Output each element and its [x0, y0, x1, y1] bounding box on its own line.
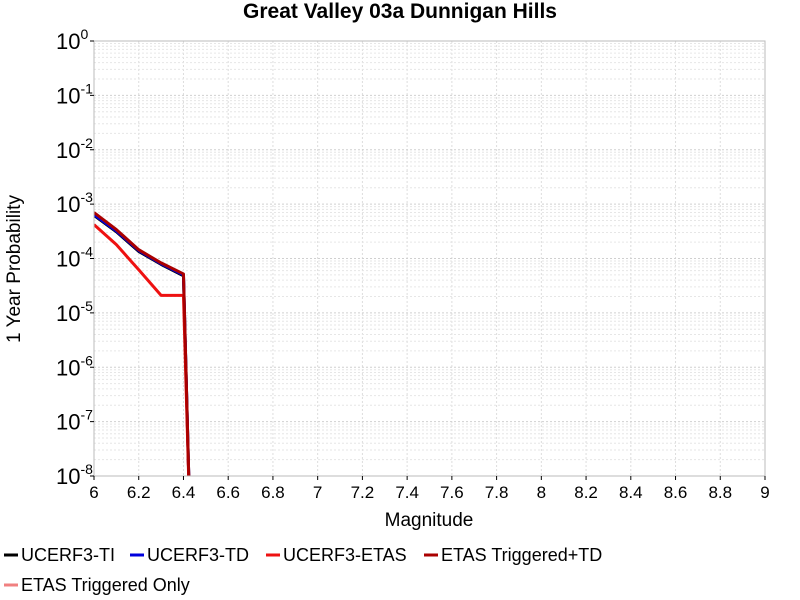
x-tick-label: 8.6	[664, 483, 688, 502]
legend-label-1: UCERF3-TD	[147, 545, 249, 565]
x-tick-label: 7	[313, 483, 322, 502]
y-tick-label: 10-2	[56, 135, 93, 163]
x-tick-label: 9	[760, 483, 769, 502]
y-tick-label: 10-7	[56, 407, 93, 435]
legend: UCERF3-TI UCERF3-TD UCERF3-ETAS ETAS Trigge…	[4, 545, 602, 595]
x-tick-label: 8.2	[574, 483, 598, 502]
x-tick-label: 6.6	[216, 483, 240, 502]
x-axis: 6 6.2 6.4 6.6 6.8 7 7.2 7.4 7.6 7.8 8 8.2 8.4 8.6 8.8 9	[89, 476, 770, 502]
x-tick-label: 6.8	[261, 483, 285, 502]
y-tick-label: 10-3	[56, 189, 93, 217]
y-tick-label: 100	[56, 26, 88, 54]
chart-title: Great Valley 03a Dunnigan Hills	[243, 0, 557, 23]
x-tick-label: 6	[89, 483, 98, 502]
legend-label-2: UCERF3-ETAS	[283, 545, 407, 565]
x-tick-label: 7.8	[485, 483, 509, 502]
grid	[93, 41, 766, 477]
y-tick-label: 10-1	[56, 80, 93, 108]
y-tick-label: 10-4	[56, 244, 93, 272]
x-tick-label: 7.4	[395, 483, 419, 502]
x-tick-label: 6.4	[172, 483, 196, 502]
legend-label-3: ETAS Triggered+TD	[441, 545, 602, 565]
series-group	[94, 211, 191, 476]
series-line-3	[94, 211, 191, 476]
y-axis: 100 10-1 10-2 10-3 10-4 10-5 10-6 10-7 10-8	[56, 26, 94, 489]
y-tick-label: 10-5	[56, 298, 93, 326]
legend-label-0: UCERF3-TI	[21, 545, 115, 565]
x-tick-label: 7.6	[440, 483, 464, 502]
x-tick-label: 8.8	[708, 483, 732, 502]
y-axis-label: 1 Year Probability	[4, 195, 25, 343]
y-tick-label: 10-8	[56, 461, 93, 489]
x-tick-label: 8.4	[619, 483, 643, 502]
x-tick-label: 6.2	[127, 483, 151, 502]
legend-label-4: ETAS Triggered Only	[21, 575, 190, 595]
y-tick-label: 10-6	[56, 352, 93, 380]
x-tick-label: 8	[537, 483, 546, 502]
x-tick-label: 7.2	[351, 483, 375, 502]
x-axis-label: Magnitude	[385, 510, 474, 531]
